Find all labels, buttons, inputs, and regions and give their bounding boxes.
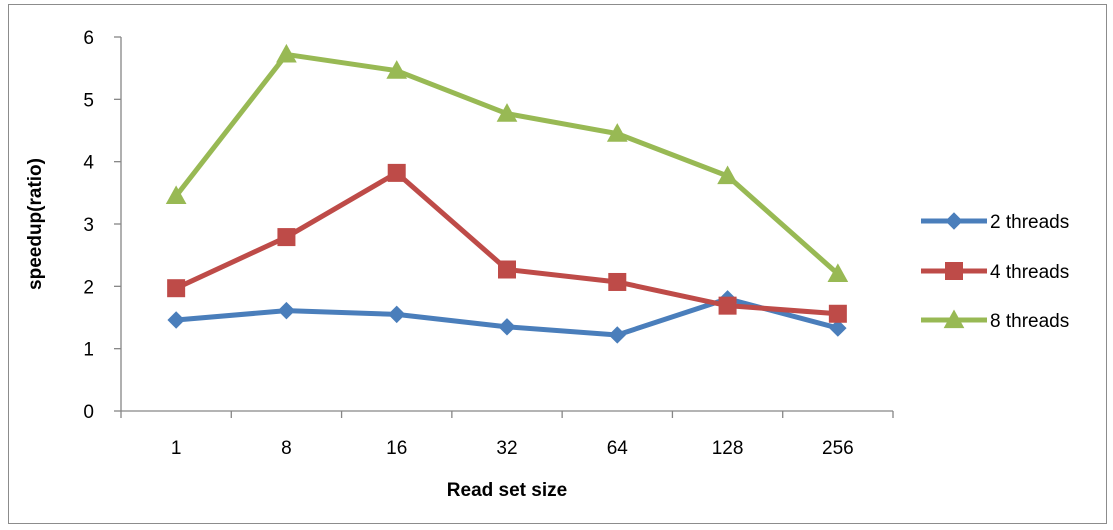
- data-point: [498, 260, 516, 279]
- data-point: [388, 305, 406, 324]
- data-point: [606, 123, 628, 142]
- data-point: [828, 304, 847, 323]
- data-point: [498, 318, 516, 336]
- axes: 0 1 2 3 4 5 6 1 8 16 32 64 128 256: [83, 28, 894, 459]
- legend: 2 threads 4 threads 8 threads: [921, 212, 1069, 332]
- y-axis-title: speedup(ratio): [25, 158, 46, 290]
- data-point: [165, 185, 187, 205]
- y-tick-label: 0: [83, 402, 94, 423]
- x-tick-label: 8: [281, 438, 292, 459]
- data-point: [718, 296, 737, 315]
- data-point: [276, 43, 297, 63]
- series-1: [167, 290, 847, 344]
- data-point: [829, 319, 847, 337]
- legend-marker: [945, 262, 963, 280]
- x-tick-label: 256: [822, 438, 854, 459]
- legend-entry: 4 threads: [921, 262, 1069, 283]
- x-tick-label: 1: [171, 438, 182, 459]
- data-point: [717, 165, 738, 185]
- data-point: [608, 272, 627, 291]
- x-tick-label: 64: [607, 438, 629, 459]
- y-tick-label: 3: [83, 215, 94, 236]
- x-ticks: 1 8 16 32 64 128 256: [120, 411, 894, 459]
- data-point: [277, 228, 296, 247]
- y-ticks: 0 1 2 3 4 5 6: [83, 28, 121, 423]
- y-tick-label: 1: [83, 340, 94, 361]
- y-tick-label: 4: [83, 153, 94, 174]
- x-tick-label: 32: [496, 438, 517, 459]
- y-tick-label: 2: [83, 277, 94, 298]
- series-line: [173, 170, 841, 317]
- legend-entry: 2 threads: [921, 212, 1069, 233]
- legend-marker: [945, 212, 963, 230]
- data-point: [827, 263, 849, 282]
- data-point: [496, 103, 518, 122]
- data-point: [386, 60, 408, 79]
- line-chart: 0 1 2 3 4 5 6 1 8 16 32 64 128 256 Read set size spe…: [25, 28, 1069, 501]
- x-tick-label: 16: [386, 438, 407, 459]
- legend-label: 4 threads: [990, 262, 1069, 283]
- y-tick-label: 6: [83, 28, 94, 49]
- data-point: [387, 163, 406, 182]
- x-axis-title: Read set size: [447, 480, 567, 501]
- legend-label: 8 threads: [990, 311, 1069, 332]
- legend-entry: 8 threads: [921, 309, 1069, 332]
- data-point: [167, 279, 186, 298]
- x-tick-label: 128: [712, 438, 744, 459]
- y-tick-label: 5: [83, 90, 94, 111]
- series-2: [167, 163, 847, 323]
- chart-frame: 0 1 2 3 4 5 6 1 8 16 32 64 128 256 Read set size spe…: [8, 4, 1107, 524]
- data-point: [277, 301, 296, 320]
- plot-series: [165, 43, 849, 344]
- legend-label: 2 threads: [990, 212, 1069, 233]
- data-point: [608, 326, 626, 344]
- series-3: [165, 43, 849, 282]
- data-point: [167, 311, 185, 329]
- legend-marker: [943, 309, 965, 329]
